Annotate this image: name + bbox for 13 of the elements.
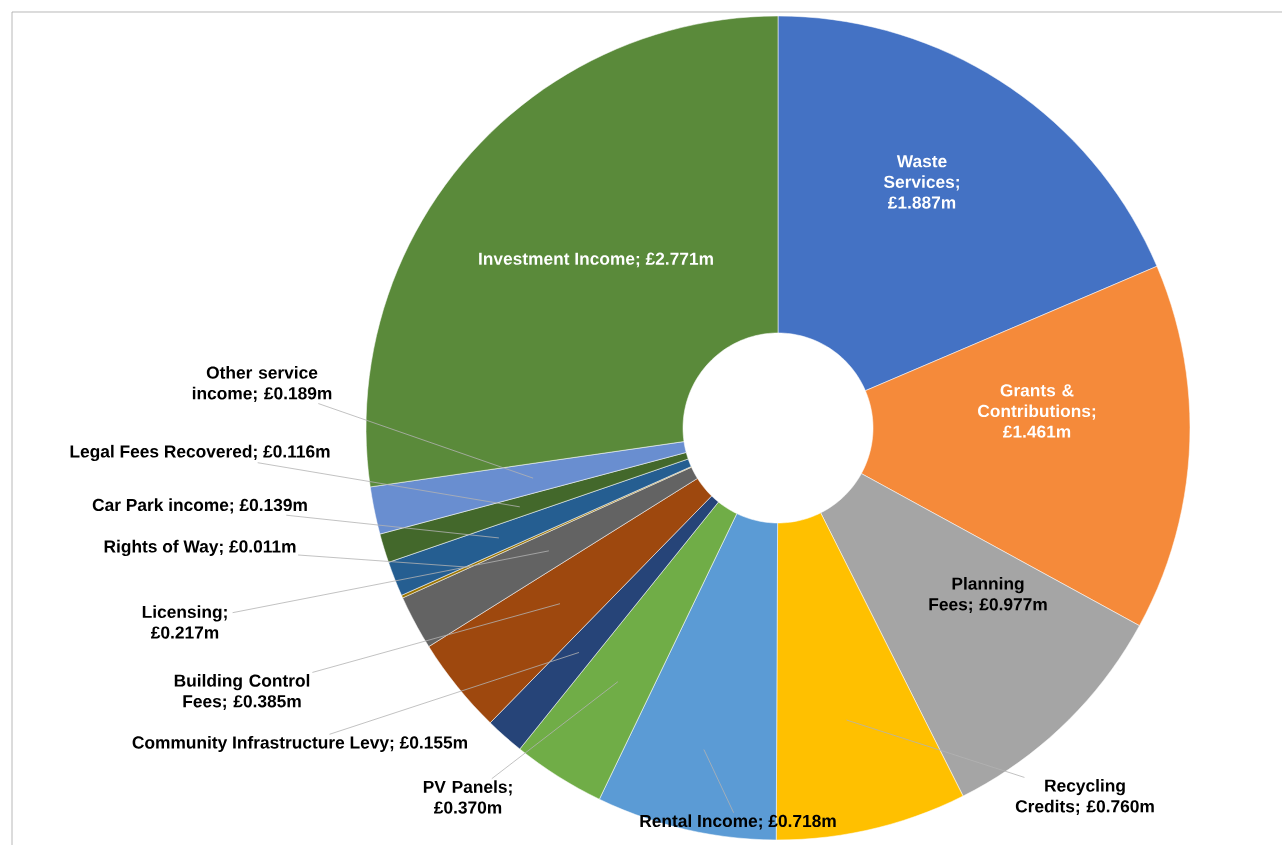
slice-label: Other service income; £0.189m xyxy=(192,366,332,402)
slice-label: Building Control Fees; £0.385m xyxy=(174,674,310,710)
slice-label: Community Infrastructure Levy; £0.155m xyxy=(132,735,467,753)
slice-label: Investment Income; £2.771m xyxy=(479,252,713,268)
slice-label: Rights of Way; £0.011m xyxy=(104,539,296,557)
slice-label: Planning Fees; £0.977m xyxy=(929,577,1047,613)
slice-label: Grants & Contributions; £1.461m xyxy=(978,384,1096,438)
slice-label: PV Panels; £0.370m xyxy=(423,780,512,814)
slice-label: Recycling Credits; £0.760m xyxy=(1015,779,1154,815)
slice-label: Licensing; £0.217m xyxy=(142,605,227,639)
slice-label: Waste Services; £1.887m xyxy=(883,155,959,209)
slice-label: Legal Fees Recovered; £0.116m xyxy=(70,444,330,462)
slice-label: Car Park income; £0.139m xyxy=(92,498,307,514)
